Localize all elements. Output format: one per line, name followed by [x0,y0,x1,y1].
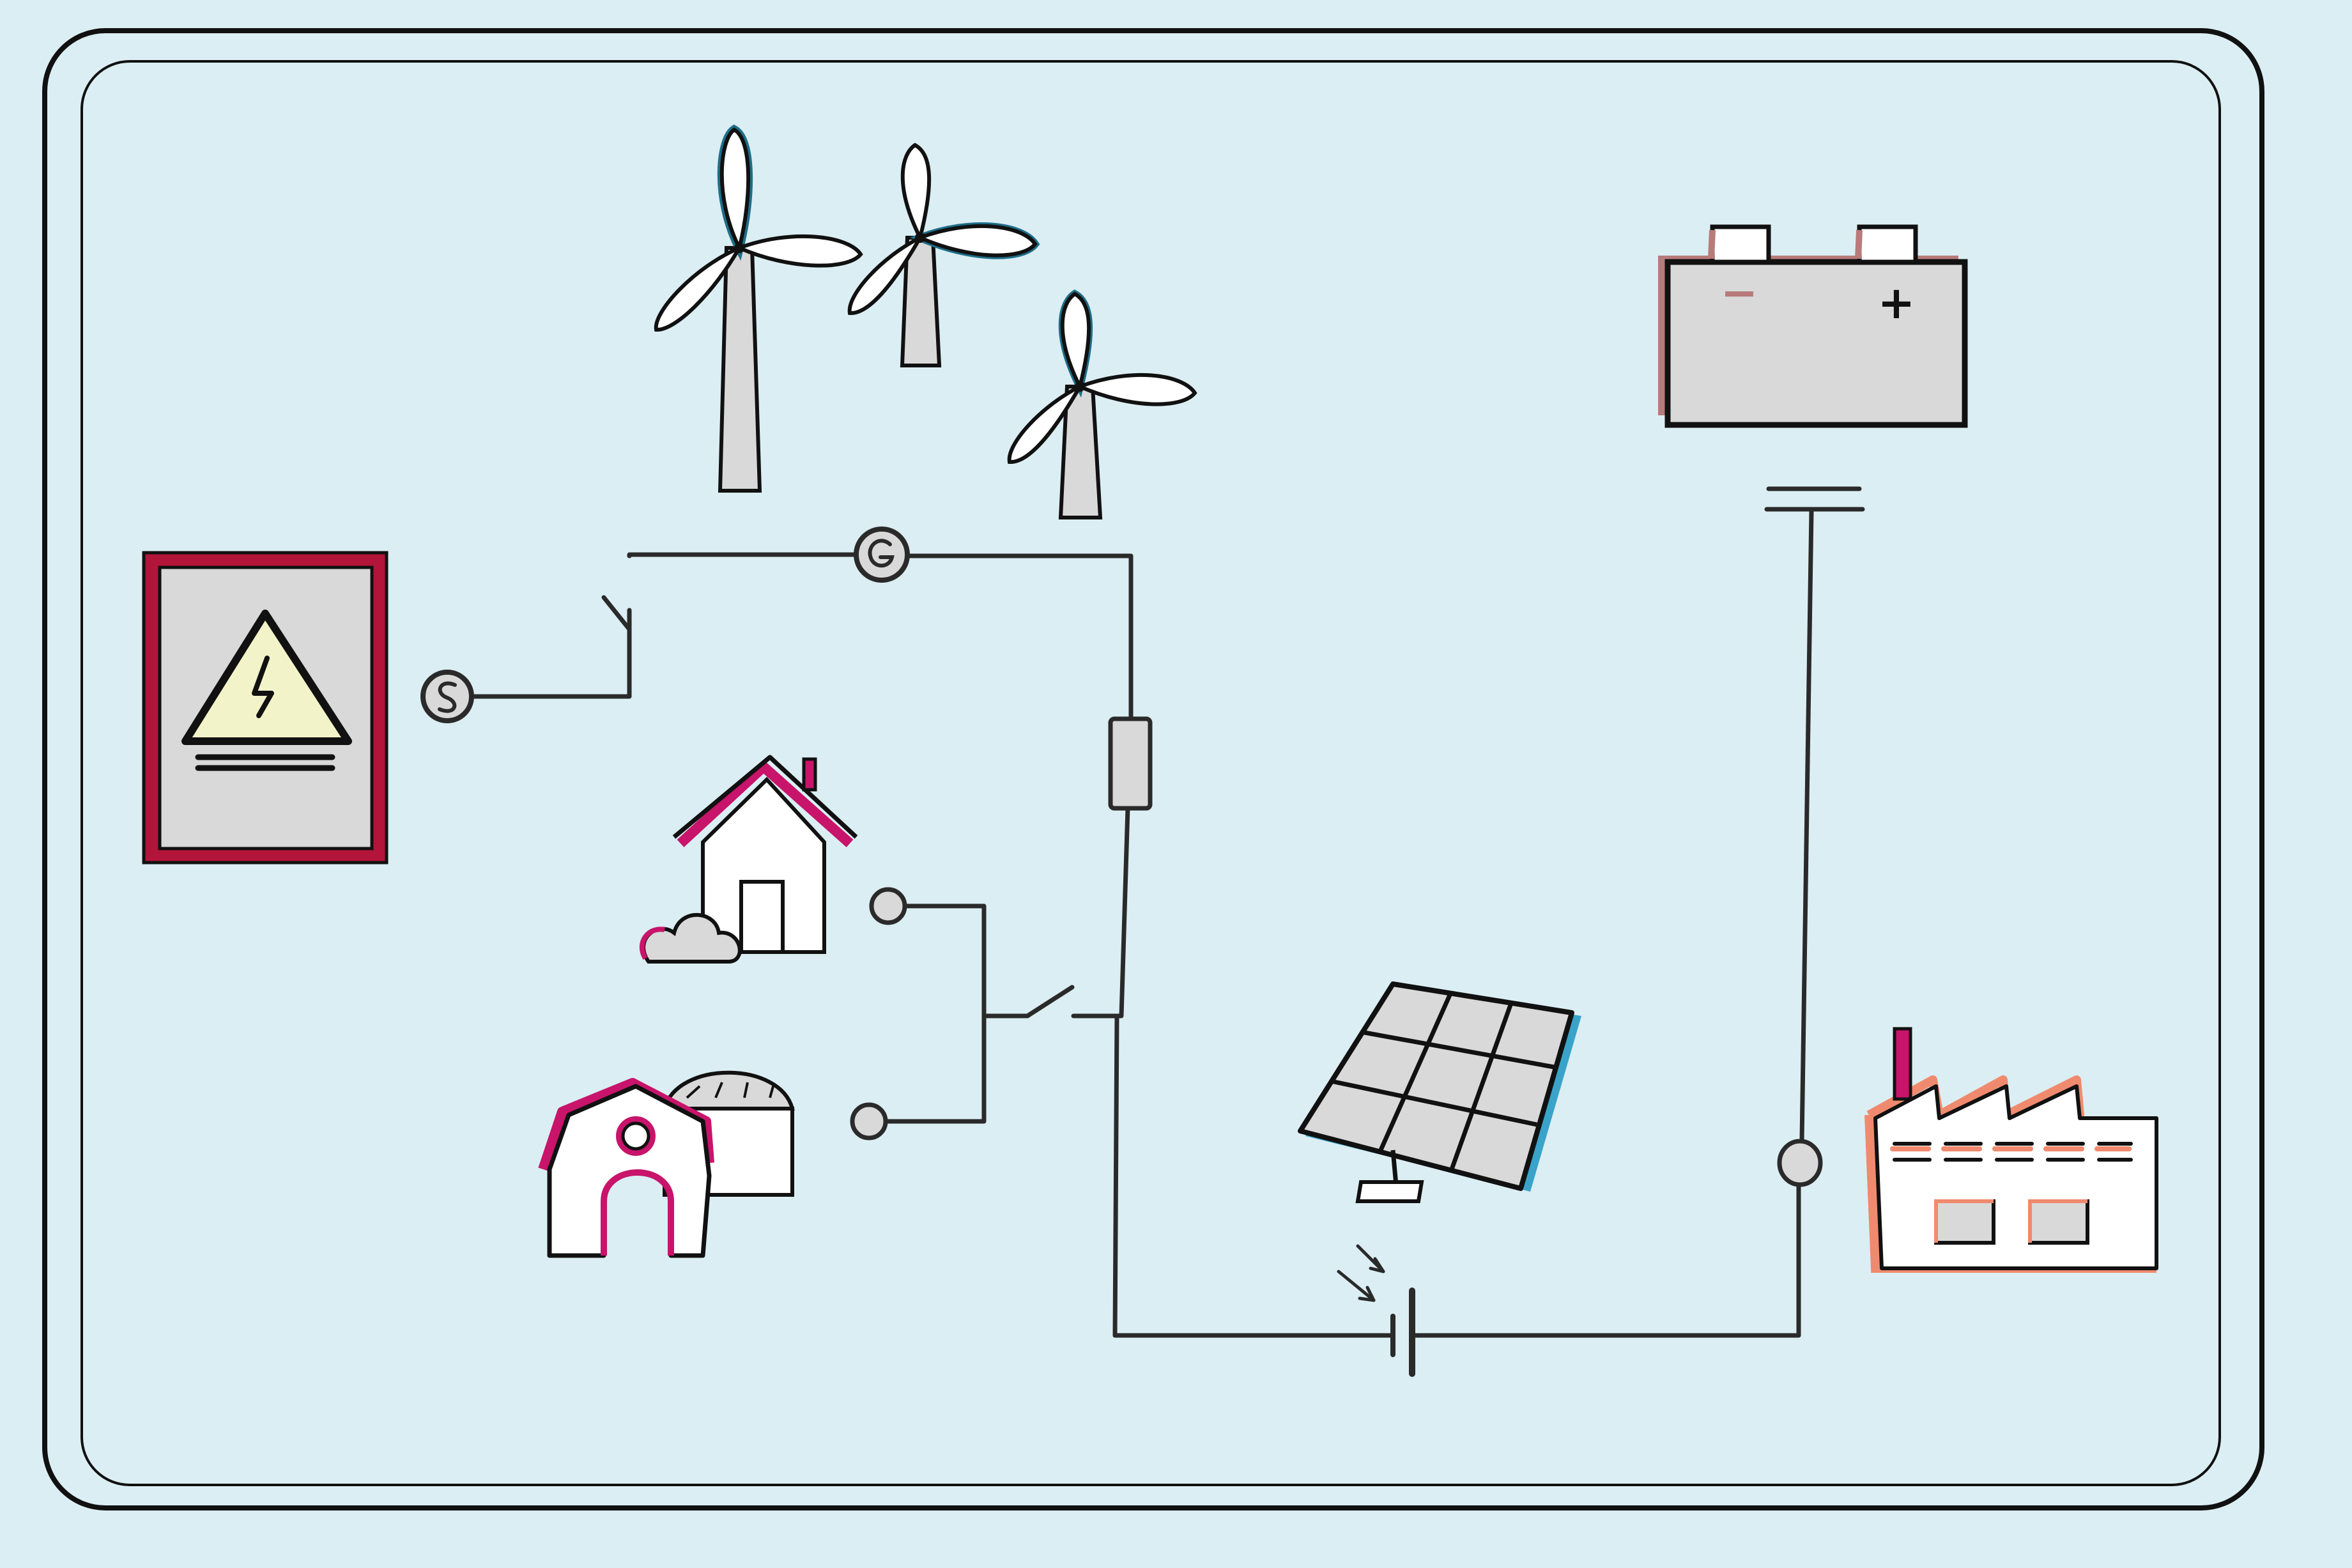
lamp-node-icon [1777,1139,1823,1187]
high-voltage-sign-icon [142,551,388,865]
wind-turbine-icon [847,142,1040,367]
battery-plus-label: + [1878,277,1916,329]
inner-frame [81,60,2221,1486]
capacitor-symbol-icon [1764,486,1865,512]
battery-minus-label: − [1721,266,1758,319]
switch-symbol-icon [1025,985,1075,1018]
wind-turbine-icon [1007,289,1197,519]
switch-symbol-icon [601,595,632,632]
wind-turbine-icon [654,124,863,493]
house-icon [639,755,858,964]
resistor-symbol-icon [1108,716,1153,811]
generator-symbol-icon [854,527,910,583]
circuit-wires [461,509,1814,1338]
factory-icon [1864,1027,2158,1273]
ac-source-symbol-icon [420,670,474,723]
battery-icon: − + [1658,224,1968,428]
house-terminal-node [869,887,907,925]
solar-panel-icon [1298,981,1581,1203]
outer-frame [42,28,2264,1510]
photo-cell-symbol-icon [1337,1244,1415,1377]
barn-terminal-node [850,1102,888,1141]
farm-barn-icon [538,1078,714,1258]
